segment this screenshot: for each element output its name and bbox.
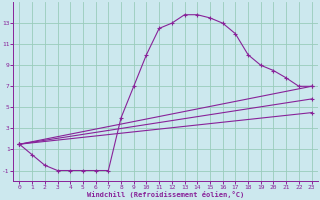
X-axis label: Windchill (Refroidissement éolien,°C): Windchill (Refroidissement éolien,°C) bbox=[87, 191, 244, 198]
